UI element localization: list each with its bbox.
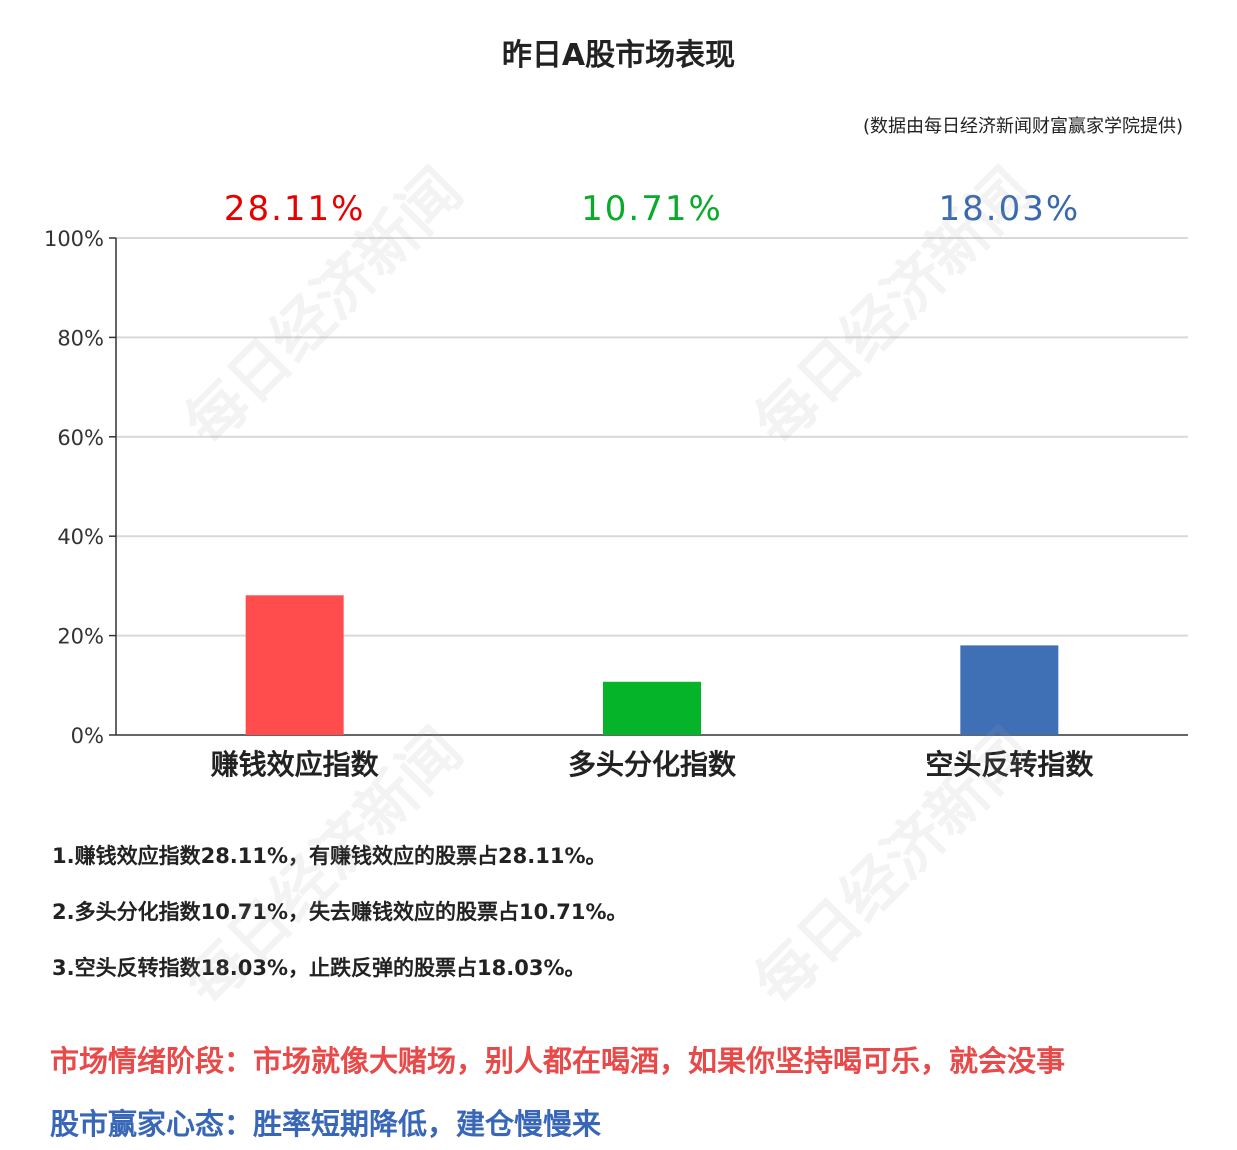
y-tick-label: 0% <box>71 724 104 748</box>
notes-list: 1.赚钱效应指数28.11%，有赚钱效应的股票占28.11%。 2.多头分化指数… <box>52 838 628 1006</box>
note-item: 2.多头分化指数10.71%，失去赚钱效应的股票占10.71%。 <box>52 900 628 924</box>
bar-chart: 0% 20% 40% 60% 80% 100% 28.11% 赚钱效应指数 10.71% 多头分化… <box>44 189 1188 781</box>
category-label: 空头反转指数 <box>925 748 1094 781</box>
y-tick-label: 40% <box>57 525 104 549</box>
value-label: 28.11% <box>224 189 366 229</box>
value-label: 10.71% <box>581 189 723 229</box>
note-item: 3.空头反转指数18.03%，止跌反弹的股票占18.03%。 <box>52 956 586 980</box>
category-label: 赚钱效应指数 <box>211 748 380 781</box>
source-note: (数据由每日经济新闻财富赢家学院提供) <box>862 116 1183 137</box>
bar <box>603 681 701 735</box>
market-mood: 市场情绪阶段：市场就像大赌场，别人都在喝酒，如果你坚持喝可乐，就会没事 <box>50 1044 1066 1078</box>
chart-title: 昨日A股市场表现 <box>501 38 736 73</box>
category-label: 多头分化指数 <box>568 748 737 781</box>
bar <box>960 645 1059 735</box>
y-tick-label: 80% <box>57 326 104 350</box>
note-item: 1.赚钱效应指数28.11%，有赚钱效应的股票占28.11%。 <box>52 844 607 868</box>
y-tick-label: 20% <box>57 625 104 649</box>
y-tick-label: 100% <box>44 227 104 251</box>
value-label: 18.03% <box>939 189 1081 229</box>
bar <box>245 595 344 735</box>
y-tick-label: 60% <box>57 426 104 450</box>
investor-mindset: 股市赢家心态：胜率短期降低，建仓慢慢来 <box>50 1107 602 1141</box>
